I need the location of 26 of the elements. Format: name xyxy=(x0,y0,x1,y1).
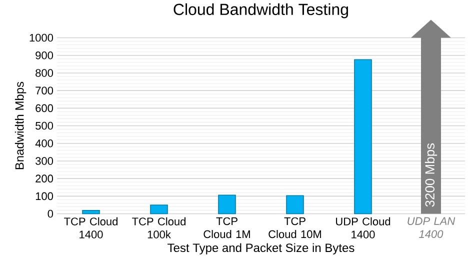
x-tick-label: TCP Cloud 100k xyxy=(132,217,186,238)
y-tick-label: 100 xyxy=(36,192,54,200)
x-axis-title: Test Type and Packet Size in Bytes xyxy=(168,243,354,255)
annotation: 3200 Mbps xyxy=(424,144,438,207)
y-tick-label: 500 xyxy=(36,122,54,130)
x-tick-label: TCP Cloud 10M xyxy=(268,217,321,238)
y-tick-label: 900 xyxy=(36,52,54,60)
y-tick-label: 300 xyxy=(36,157,54,165)
bar xyxy=(354,59,372,214)
chart-title: Cloud Bandwidth Testing xyxy=(174,3,348,18)
x-tick-label: UDP LAN 1400 xyxy=(408,217,456,238)
bar xyxy=(286,195,304,214)
y-tick-label: 800 xyxy=(36,69,54,77)
y-tick-label: 1000 xyxy=(30,34,54,42)
x-tick-label: TCP Cloud 1M xyxy=(204,217,250,238)
y-tick-label: 700 xyxy=(36,86,54,95)
y-tick-label: 200 xyxy=(36,174,54,183)
x-tick-label: TCP Cloud 1400 xyxy=(64,217,118,238)
bar xyxy=(82,210,100,214)
bar xyxy=(150,204,168,214)
bar xyxy=(218,194,236,214)
x-tick-label: UDP Cloud 1400 xyxy=(336,217,390,238)
y-tick-label: 0 xyxy=(48,210,54,218)
y-tick-label: 600 xyxy=(36,104,54,112)
y-tick-label: 400 xyxy=(35,140,54,148)
y-axis-title: Bnadwidth Mbps xyxy=(14,82,26,170)
